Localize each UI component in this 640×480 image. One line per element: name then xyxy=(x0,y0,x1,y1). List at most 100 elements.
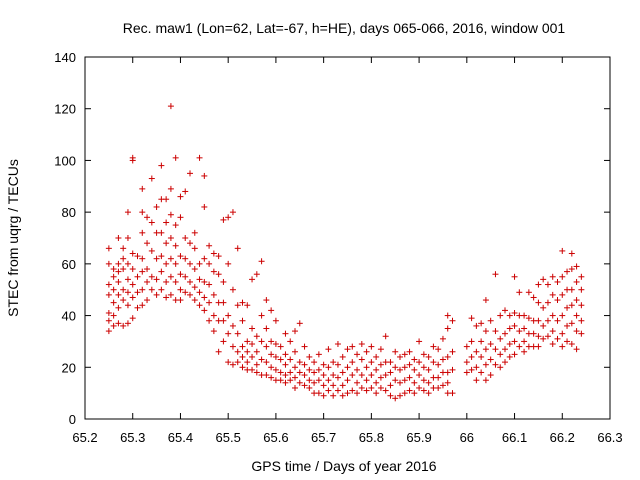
data-point xyxy=(292,348,298,355)
data-point xyxy=(497,351,504,358)
data-point xyxy=(416,338,423,345)
data-point xyxy=(292,328,298,335)
data-point xyxy=(253,271,260,278)
data-point xyxy=(134,289,141,296)
x-tick-label: 66.2 xyxy=(550,430,575,445)
data-point xyxy=(354,390,361,397)
data-point xyxy=(191,297,198,304)
data-point xyxy=(339,382,346,389)
data-point xyxy=(215,271,222,278)
data-point xyxy=(535,333,542,340)
data-point xyxy=(139,302,146,309)
data-point xyxy=(296,359,303,366)
data-point xyxy=(439,335,446,342)
data-point xyxy=(105,291,112,298)
data-point xyxy=(468,315,475,322)
data-point xyxy=(120,322,127,329)
data-point xyxy=(506,353,513,360)
data-point xyxy=(568,266,575,273)
data-point xyxy=(263,325,270,332)
data-point xyxy=(330,382,337,389)
data-point xyxy=(268,338,275,345)
data-point xyxy=(110,266,117,273)
data-point xyxy=(387,392,394,399)
data-point xyxy=(544,299,551,306)
data-point xyxy=(129,315,136,322)
data-point xyxy=(354,366,361,373)
data-point xyxy=(191,245,198,252)
data-point xyxy=(568,286,575,293)
data-point xyxy=(167,255,174,262)
data-point xyxy=(167,235,174,241)
data-point xyxy=(115,304,122,311)
data-point xyxy=(206,242,213,249)
data-point xyxy=(344,390,351,397)
data-point xyxy=(234,245,241,252)
data-point xyxy=(406,374,413,381)
data-point xyxy=(153,203,160,210)
data-point xyxy=(502,346,508,353)
data-point xyxy=(249,325,256,332)
data-point xyxy=(349,387,356,394)
data-point xyxy=(182,235,189,241)
data-point xyxy=(196,289,203,296)
data-point xyxy=(330,372,337,379)
data-point xyxy=(110,322,117,329)
data-point xyxy=(497,335,504,342)
data-point xyxy=(511,309,518,316)
data-point xyxy=(354,351,361,358)
data-point xyxy=(521,348,528,355)
y-tick-label: 120 xyxy=(54,102,76,117)
data-point xyxy=(449,390,456,397)
y-tick-label: 20 xyxy=(62,360,76,375)
data-point xyxy=(139,209,146,216)
data-point xyxy=(282,379,289,386)
data-point xyxy=(225,330,232,337)
data-point xyxy=(191,284,198,291)
data-point xyxy=(554,317,561,324)
data-point xyxy=(187,260,193,267)
data-point xyxy=(473,348,480,355)
data-point xyxy=(320,372,327,379)
data-point xyxy=(177,286,184,293)
data-point xyxy=(344,346,351,353)
data-point xyxy=(287,369,294,376)
data-point xyxy=(301,372,308,379)
data-point xyxy=(201,203,208,210)
data-point xyxy=(148,273,155,280)
data-point xyxy=(358,356,365,363)
data-point xyxy=(387,369,394,376)
data-point xyxy=(382,372,389,379)
data-point xyxy=(473,377,480,384)
data-point xyxy=(201,294,208,301)
data-point xyxy=(277,343,284,350)
data-point xyxy=(578,273,585,280)
data-point xyxy=(468,338,475,345)
data-point xyxy=(105,309,112,316)
data-point xyxy=(167,103,174,110)
data-point xyxy=(139,255,146,262)
data-point xyxy=(330,392,337,399)
data-point xyxy=(172,242,179,249)
data-point xyxy=(411,366,418,373)
data-point xyxy=(568,320,575,327)
data-point xyxy=(148,247,155,254)
data-point xyxy=(411,379,418,386)
data-point xyxy=(564,338,571,345)
data-point xyxy=(306,366,313,373)
data-point xyxy=(148,286,155,293)
data-point xyxy=(578,330,585,337)
data-point xyxy=(129,294,136,301)
data-point xyxy=(196,302,203,309)
data-point xyxy=(349,372,356,379)
data-point xyxy=(249,341,256,348)
data-point xyxy=(334,387,341,394)
y-tick-label: 80 xyxy=(62,205,76,220)
data-point xyxy=(215,253,222,260)
data-point xyxy=(249,276,256,283)
data-point xyxy=(282,361,289,368)
data-point xyxy=(573,297,580,304)
data-point xyxy=(487,317,494,324)
data-point xyxy=(206,299,213,306)
data-point xyxy=(559,330,566,337)
